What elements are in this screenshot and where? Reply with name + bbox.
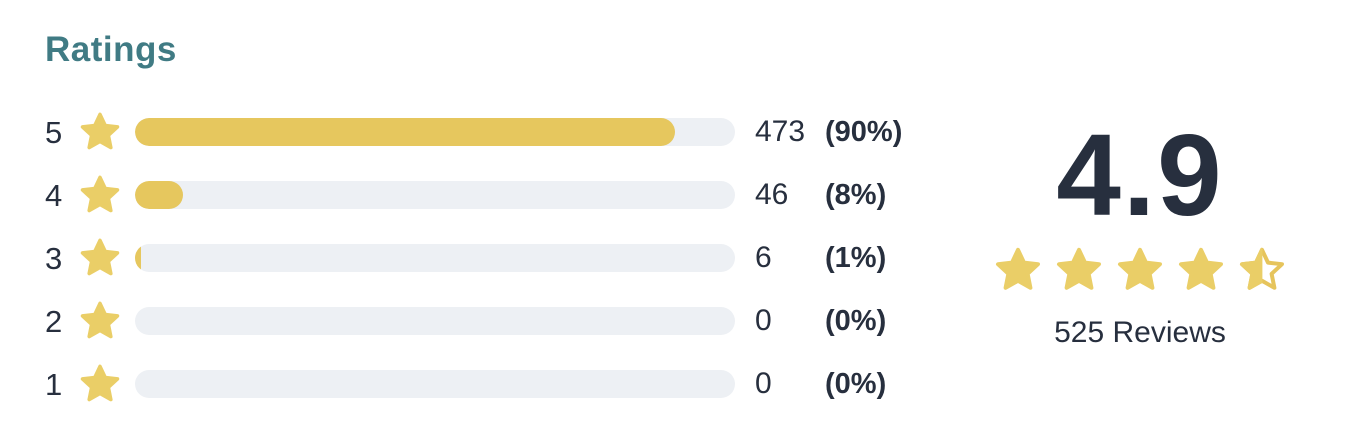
average-star-rating [980,246,1300,294]
rating-row-1: 1 0 (0%) [45,364,925,402]
star-level-label: 2 [45,303,63,339]
rating-row-2: 2 0 (0%) [45,301,925,339]
average-rating-value: 4.9 [1056,110,1224,240]
star-icon [1055,246,1103,294]
rating-row-5: 5 473 (90%) [45,112,925,150]
rating-bar-fill [135,118,675,146]
rating-bar-track [135,307,735,335]
rating-bar-track [135,118,735,146]
rating-percent: (0%) [825,367,887,400]
rating-count: 0 [755,367,772,400]
rating-count: 473 [755,115,806,148]
rating-percent: (90%) [825,115,903,148]
rating-count: 0 [755,304,772,337]
rating-count: 46 [755,178,789,211]
ratings-breakdown: 5 473 (90%) 4 46 (8%) 3 [45,112,925,433]
star-level-label: 4 [45,177,63,213]
rating-row-3: 3 6 (1%) [45,238,925,276]
rating-bar-fill [135,244,141,272]
star-icon [994,246,1042,294]
rating-summary: 4.9 525 Reviews [980,110,1300,350]
star-level-label: 1 [45,366,63,402]
reviews-count-label: 525 Reviews [1054,316,1226,350]
star-icon [75,237,135,279]
star-icon [75,300,135,342]
rating-percent: (8%) [825,178,887,211]
rating-row-4: 4 46 (8%) [45,175,925,213]
star-level-label: 5 [45,114,63,150]
rating-percent: (1%) [825,241,887,274]
rating-count: 6 [755,241,772,274]
star-icon [75,111,135,153]
star-level-label: 3 [45,240,63,276]
rating-bar-track [135,370,735,398]
rating-bar-track [135,244,735,272]
rating-bar-track [135,181,735,209]
star-icon [1177,246,1225,294]
star-icon [75,174,135,216]
star-icon [75,363,135,405]
half-star-icon [1238,246,1286,294]
rating-bar-fill [135,181,183,209]
star-icon [1116,246,1164,294]
rating-percent: (0%) [825,304,887,337]
ratings-title: Ratings [45,30,177,69]
